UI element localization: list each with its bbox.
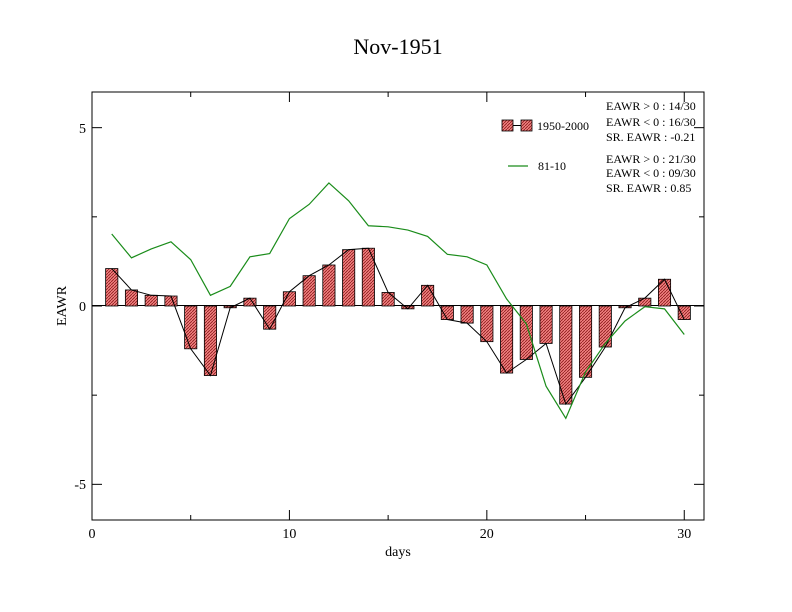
stat-line: EAWR < 0 : 16/30: [606, 115, 696, 129]
legend-label-1950-2000: 1950-2000: [537, 119, 589, 133]
bar: [203, 305, 217, 376]
legend-swatch-bar: [501, 119, 514, 132]
stat-line: SR. EAWR : -0.21: [606, 130, 695, 144]
bar: [677, 305, 691, 320]
x-tick-label: 20: [480, 527, 494, 542]
legend: 1950-2000 81-10 EAWR > 0 : 14/30 EAWR < …: [501, 99, 696, 195]
y-axis-label: EAWR: [55, 285, 70, 326]
bar: [421, 284, 435, 307]
stat-line: EAWR < 0 : 09/30: [606, 166, 696, 180]
axis-ticks: [91, 92, 704, 520]
stat-line: EAWR > 0 : 14/30: [606, 99, 696, 113]
bar: [460, 305, 474, 324]
bar: [124, 289, 139, 307]
bar-series: [105, 247, 691, 405]
stat-line: EAWR > 0 : 21/30: [606, 152, 696, 166]
bar: [184, 305, 198, 350]
bar: [539, 305, 553, 344]
y-tick-label: 0: [79, 300, 86, 315]
bar: [105, 268, 119, 307]
y-tick-label: 5: [79, 122, 86, 137]
bar: [638, 297, 652, 307]
bar: [519, 305, 533, 360]
chart-title: Nov-1951: [353, 34, 442, 59]
x-axis-label: days: [385, 545, 411, 560]
legend-label-81-10: 81-10: [538, 159, 566, 173]
x-tick-label: 30: [677, 527, 691, 542]
bar: [342, 249, 356, 307]
legend-swatch-bar: [520, 119, 533, 132]
bar: [598, 305, 612, 348]
bar: [322, 264, 336, 307]
bar-series-trace: [111, 247, 685, 406]
bar: [500, 305, 514, 374]
bar: [302, 275, 316, 307]
bar: [480, 305, 494, 343]
bar: [144, 294, 158, 307]
bar: [164, 295, 178, 307]
bar: [263, 305, 277, 330]
line-series-81-10: [111, 182, 685, 420]
x-tick-label: 0: [89, 527, 96, 542]
stat-line: SR. EAWR : 0.85: [606, 181, 691, 195]
bar: [381, 292, 395, 307]
y-tick-label: -5: [74, 478, 86, 493]
x-tick-label: 10: [282, 527, 296, 542]
